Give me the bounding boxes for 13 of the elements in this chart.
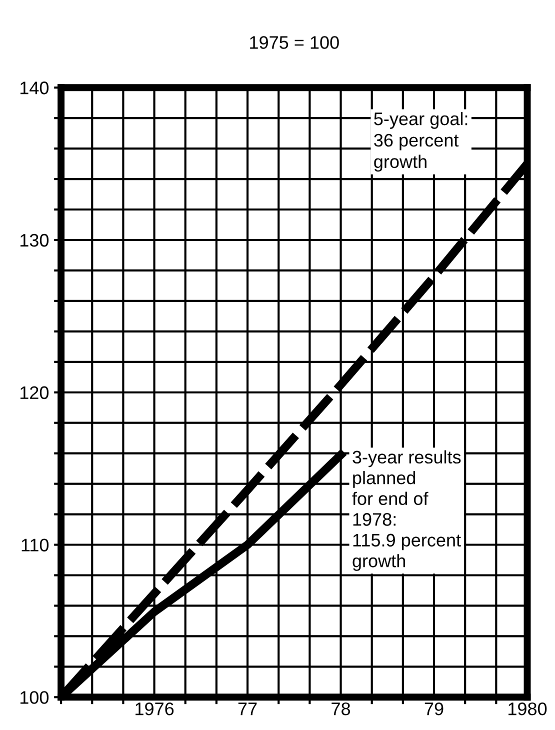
x-tick-label: 1976 [136,702,174,716]
x-tick-label: 78 [332,702,350,716]
y-tick-label: 100 [20,691,49,704]
y-tick-label: 140 [20,82,49,94]
x-tick-label: 1980 [508,702,547,716]
x-tick-label: 77 [238,702,257,716]
y-tick-label: 130 [20,234,49,247]
series-label: 3-year results planned for end of 1978: 115.9 percent growth [352,450,461,571]
text: 5-year goal: 36 percent growth [374,112,468,172]
chart-title: 1975 = 100 [250,36,339,49]
x-tick-label: 79 [424,702,444,716]
y-tick-label: 110 [22,538,49,552]
y-tick-label: 120 [20,386,49,400]
